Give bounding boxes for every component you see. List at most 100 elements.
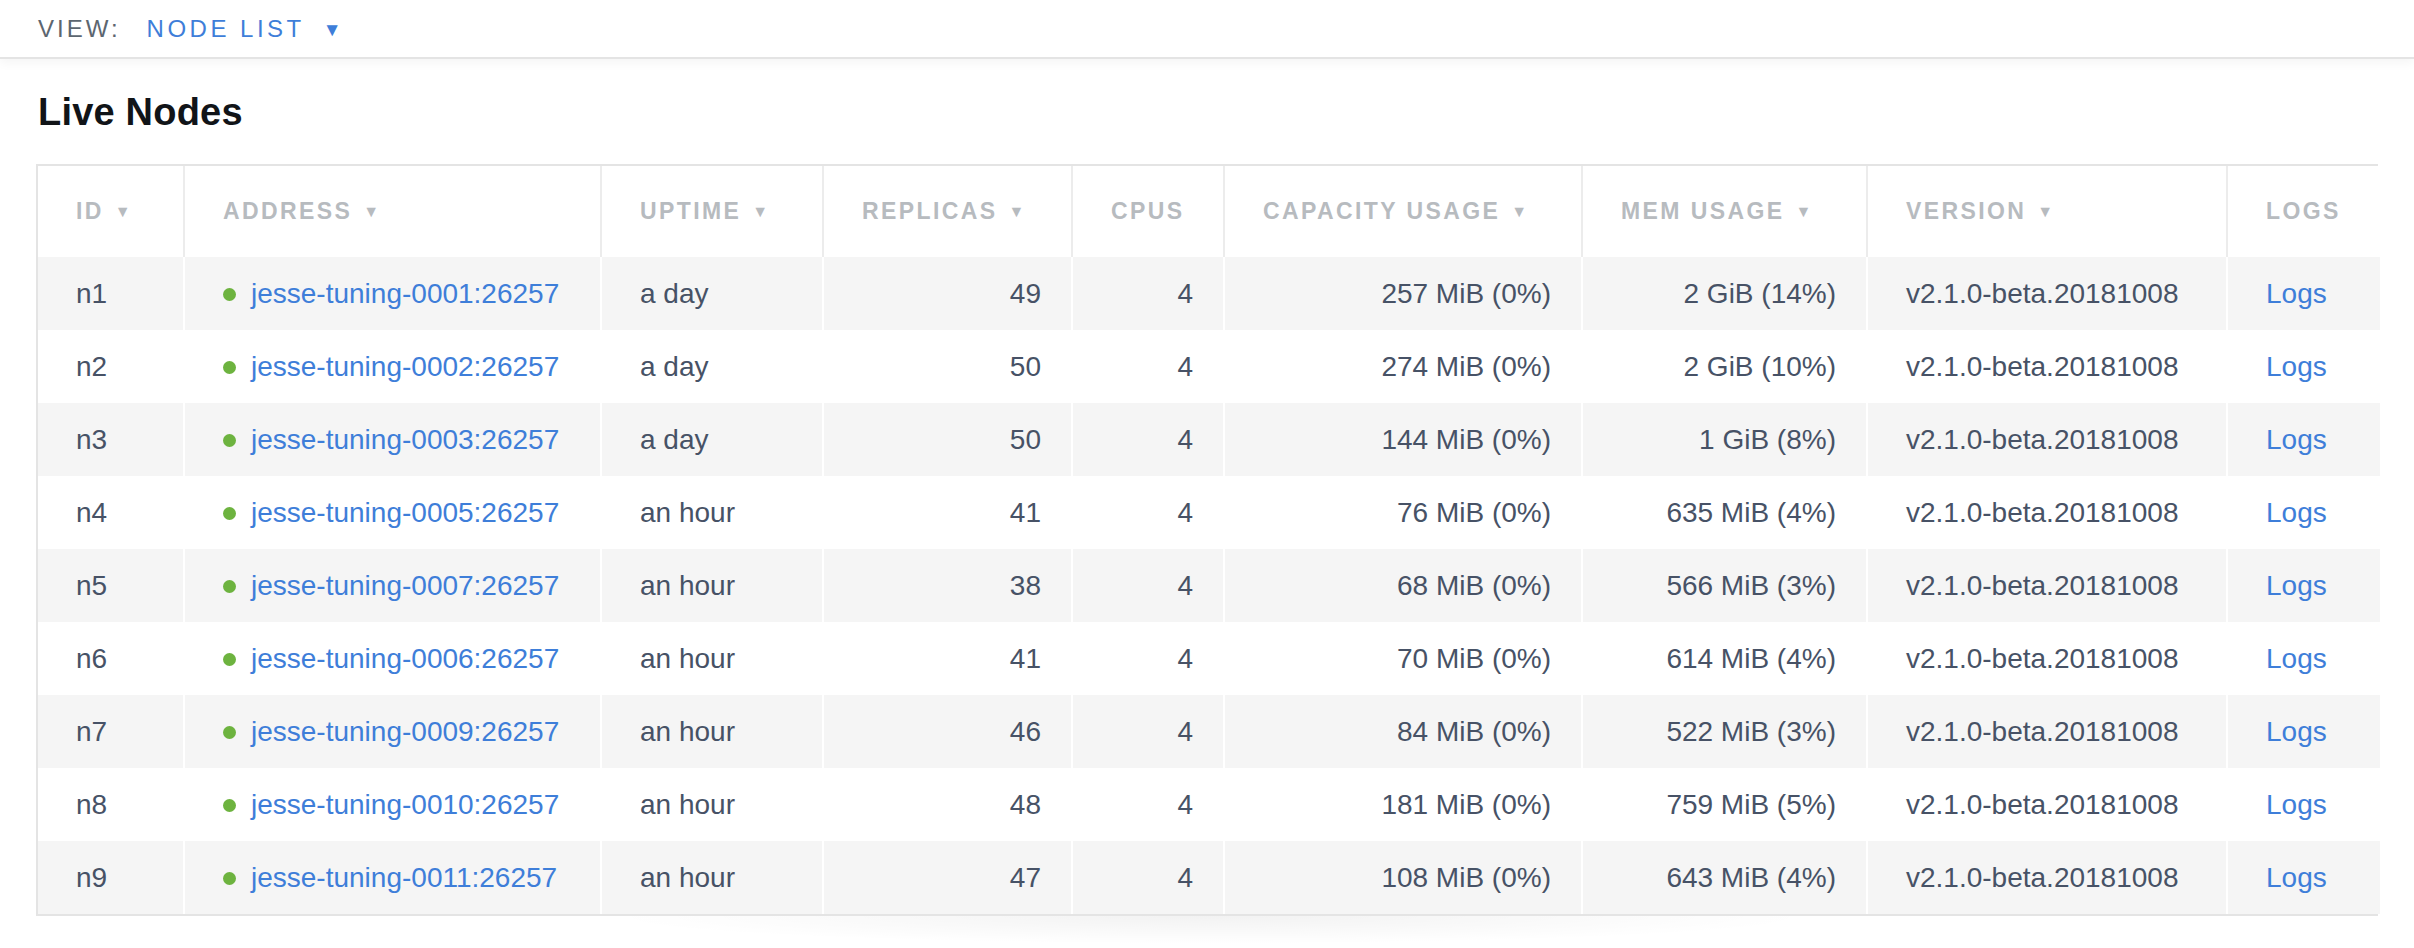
cell-uptime: an hour: [602, 549, 824, 622]
cell-id: n3: [38, 403, 185, 476]
cell-replicas: 49: [824, 257, 1073, 330]
node-address-link[interactable]: jesse-tuning-0007:26257: [251, 570, 559, 601]
cell-cpus: 4: [1073, 695, 1225, 768]
cell-version: v2.1.0-beta.20181008: [1868, 330, 2228, 403]
cell-version: v2.1.0-beta.20181008: [1868, 841, 2228, 914]
cell-address: jesse-tuning-0003:26257: [185, 403, 602, 476]
cell-logs: Logs: [2228, 257, 2380, 330]
cell-logs: Logs: [2228, 695, 2380, 768]
node-logs-link[interactable]: Logs: [2266, 716, 2327, 747]
node-live-status-icon: [223, 872, 236, 885]
column-header-label: CAPACITY USAGE: [1263, 198, 1500, 224]
column-header-uptime[interactable]: UPTIME▼: [602, 166, 824, 257]
node-address-link[interactable]: jesse-tuning-0001:26257: [251, 278, 559, 309]
sort-desc-icon: ▼: [1511, 203, 1529, 221]
cell-cpus: 4: [1073, 257, 1225, 330]
cell-replicas: 41: [824, 622, 1073, 695]
sort-desc-icon: ▼: [115, 203, 133, 221]
cell-cpus: 4: [1073, 768, 1225, 841]
cell-mem: 635 MiB (4%): [1583, 476, 1868, 549]
column-header-version[interactable]: VERSION ▼: [1868, 166, 2228, 257]
view-bar: VIEW: NODE LIST ▼: [0, 0, 2414, 59]
cell-mem: 522 MiB (3%): [1583, 695, 1868, 768]
table-row-n5: n5 jesse-tuning-0007:26257 an hour38468 Mi…: [38, 549, 2380, 622]
cell-uptime: an hour: [602, 476, 824, 549]
cell-mem: 2 GiB (10%): [1583, 330, 1868, 403]
table-row-n7: n7jesse-tuning-0009:26257an hour46484 Mi…: [38, 695, 2380, 768]
live-nodes-section: Live Nodes ID▼ADDRESS▼UPTIME▼REPLICAS▼CP…: [0, 59, 2414, 947]
sort-desc-icon: ▼: [2037, 203, 2055, 221]
table-row-n1: n1 jesse-tuning-0001:26257 a day494257 MiB…: [38, 257, 2380, 330]
cell-id: n5: [38, 549, 185, 622]
cell-version: v2.1.0-beta.20181008: [1868, 476, 2228, 549]
column-header-replicas[interactable]: REPLICAS▼: [824, 166, 1073, 257]
column-header-logs: LOGS: [2228, 166, 2380, 257]
node-address-link[interactable]: jesse-tuning-0009:26257: [251, 716, 559, 747]
cell-address: jesse-tuning-0005:26257: [185, 476, 602, 549]
node-logs-link[interactable]: Logs: [2266, 497, 2327, 528]
view-selector-dropdown[interactable]: NODE LIST ▼: [147, 15, 342, 43]
cell-cpus: 4: [1073, 622, 1225, 695]
cell-id: n6: [38, 622, 185, 695]
cell-mem: 2 GiB (14%): [1583, 257, 1868, 330]
cell-version: v2.1.0-beta.20181008: [1868, 403, 2228, 476]
node-address-link[interactable]: jesse-tuning-0010:26257: [251, 789, 559, 820]
cell-replicas: 48: [824, 768, 1073, 841]
cell-mem: 614 MiB (4%): [1583, 622, 1868, 695]
sort-desc-icon: ▼: [752, 203, 770, 221]
bottom-shadow: [480, 916, 1940, 947]
cell-cpus: 4: [1073, 330, 1225, 403]
node-address-link[interactable]: jesse-tuning-0011:26257: [251, 862, 557, 893]
sort-desc-icon: ▼: [363, 203, 381, 221]
node-address-link[interactable]: jesse-tuning-0002:26257: [251, 351, 559, 382]
column-header-label: REPLICAS: [862, 198, 998, 224]
column-header-address[interactable]: ADDRESS▼: [185, 166, 602, 257]
column-header-id[interactable]: ID▼: [38, 166, 185, 257]
node-address-link[interactable]: jesse-tuning-0003:26257: [251, 424, 559, 455]
cell-mem: 643 MiB (4%): [1583, 841, 1868, 914]
cell-uptime: a day: [602, 403, 824, 476]
node-logs-link[interactable]: Logs: [2266, 862, 2327, 893]
live-nodes-table-container: ID▼ADDRESS▼UPTIME▼REPLICAS▼CPUSCAPACITY …: [36, 164, 2378, 916]
column-header-mem[interactable]: MEM USAGE▼: [1583, 166, 1868, 257]
cell-uptime: a day: [602, 257, 824, 330]
view-label: VIEW:: [38, 15, 121, 43]
node-live-status-icon: [223, 799, 236, 812]
cell-capacity: 257 MiB (0%): [1225, 257, 1583, 330]
table-row-n4: n4jesse-tuning-0005:26257an hour41476 Mi…: [38, 476, 2380, 549]
live-nodes-table: ID▼ADDRESS▼UPTIME▼REPLICAS▼CPUSCAPACITY …: [38, 166, 2380, 914]
node-logs-link[interactable]: Logs: [2266, 570, 2327, 601]
column-header-label: VERSION: [1906, 198, 2026, 224]
cell-id: n8: [38, 768, 185, 841]
cell-capacity: 84 MiB (0%): [1225, 695, 1583, 768]
column-header-capacity[interactable]: CAPACITY USAGE ▼: [1225, 166, 1583, 257]
cell-uptime: an hour: [602, 768, 824, 841]
node-logs-link[interactable]: Logs: [2266, 789, 2327, 820]
cell-uptime: a day: [602, 330, 824, 403]
node-logs-link[interactable]: Logs: [2266, 424, 2327, 455]
cell-cpus: 4: [1073, 476, 1225, 549]
cell-mem: 759 MiB (5%): [1583, 768, 1868, 841]
node-address-link[interactable]: jesse-tuning-0005:26257: [251, 497, 559, 528]
cell-replicas: 41: [824, 476, 1073, 549]
table-row-n9: n9jesse-tuning-0011:26257an hour474108 M…: [38, 841, 2380, 914]
cell-replicas: 38: [824, 549, 1073, 622]
cell-mem: 1 GiB (8%): [1583, 403, 1868, 476]
cell-cpus: 4: [1073, 549, 1225, 622]
node-live-status-icon: [223, 726, 236, 739]
node-live-status-icon: [223, 580, 236, 593]
node-logs-link[interactable]: Logs: [2266, 278, 2327, 309]
node-address-link[interactable]: jesse-tuning-0006:26257: [251, 643, 559, 674]
cell-address: jesse-tuning-0011:26257: [185, 841, 602, 914]
node-logs-link[interactable]: Logs: [2266, 643, 2327, 674]
cell-id: n1: [38, 257, 185, 330]
cell-id: n4: [38, 476, 185, 549]
cell-version: v2.1.0-beta.20181008: [1868, 768, 2228, 841]
cell-capacity: 70 MiB (0%): [1225, 622, 1583, 695]
node-live-status-icon: [223, 434, 236, 447]
cell-uptime: an hour: [602, 695, 824, 768]
cell-logs: Logs: [2228, 841, 2380, 914]
node-logs-link[interactable]: Logs: [2266, 351, 2327, 382]
cell-capacity: 68 MiB (0%): [1225, 549, 1583, 622]
sort-desc-icon: ▼: [1795, 203, 1813, 221]
